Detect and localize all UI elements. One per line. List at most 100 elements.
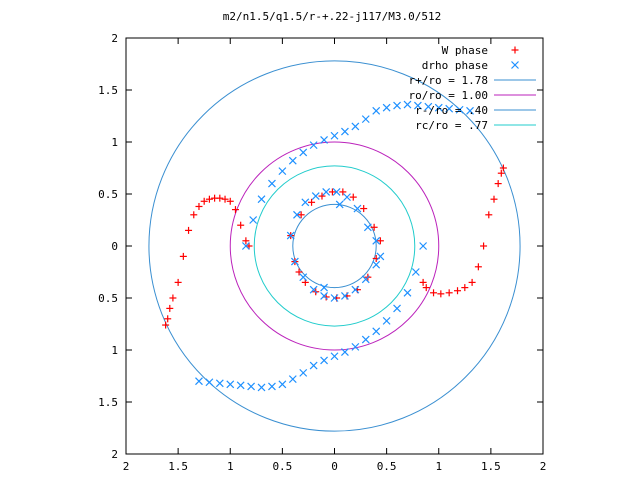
legend-label: W phase <box>442 44 488 57</box>
w-phase-point <box>205 195 213 203</box>
w-phase-point <box>174 278 182 286</box>
drho-phase-point <box>403 288 412 297</box>
drho-phase-point <box>341 291 349 300</box>
drho-phase-point <box>361 275 370 284</box>
drho-phase-point <box>320 356 328 365</box>
w-phase-point <box>490 195 498 203</box>
w-phase-point <box>437 290 445 298</box>
w-phase-point <box>430 289 438 297</box>
w-phase-point <box>297 211 305 219</box>
w-phase-point <box>216 194 224 202</box>
drho-phase-point <box>247 382 256 391</box>
drho-phase-point <box>257 195 266 204</box>
drho-phase-point <box>353 204 362 213</box>
y-tick-label: 1 <box>111 344 118 357</box>
x-tick-label: 1 <box>227 460 234 473</box>
drho-phase-point <box>215 379 224 388</box>
w-phase-point <box>349 193 357 201</box>
x-tick-label: 0 <box>331 460 338 473</box>
legend-label: r-/ro = .40 <box>415 104 488 117</box>
drho-phase-point <box>335 200 344 209</box>
y-tick-label: 0.5 <box>98 188 118 201</box>
w-phase-point <box>461 284 469 292</box>
w-phase-point <box>468 278 476 286</box>
y-tick-label: 1 <box>111 136 118 149</box>
drho-phase-point <box>241 242 250 250</box>
drho-phase-point <box>226 380 235 389</box>
drho-phase-point <box>311 192 320 201</box>
drho-phase-point <box>249 216 258 224</box>
y-tick-label: 0 <box>111 240 118 253</box>
drho-phase-point <box>320 135 328 144</box>
drho-phase-point <box>299 148 308 157</box>
legend-marker <box>511 61 519 69</box>
drho-phase-point <box>372 236 381 245</box>
drho-phase-point <box>309 361 318 370</box>
w-phase-point <box>308 198 316 206</box>
w-phase-point <box>162 321 170 329</box>
legend-label: drho phase <box>422 59 488 72</box>
drho-phase-point <box>322 187 331 196</box>
drho-phase-point <box>195 377 203 386</box>
circle-0-4 <box>292 203 377 289</box>
drho-phase-point <box>290 257 299 266</box>
x-tick-label: 2 <box>123 460 130 473</box>
w-phase-point <box>445 289 453 297</box>
drho-phase-point <box>393 304 401 313</box>
y-tick-label: 0.5 <box>98 292 118 305</box>
drho-phase-point <box>205 378 214 387</box>
drho-phase-point <box>413 101 422 110</box>
drho-phase-point <box>301 198 310 207</box>
drho-phase-point <box>372 327 381 336</box>
drho-phase-point <box>320 283 328 292</box>
drho-phase-point <box>299 368 308 377</box>
drho-phase-point <box>288 156 297 165</box>
axis-ticks: 2 1.5 1 0.5 0 0.5 1 1.5 221.510.500.511.52 <box>98 32 546 473</box>
drho-phase-point <box>445 104 454 113</box>
w-phase-point <box>497 169 505 177</box>
drho-phase-point <box>382 103 391 112</box>
x-tick-label: 1.5 <box>168 460 188 473</box>
drho-phase-point <box>330 131 339 140</box>
drho-phase-point <box>419 242 428 250</box>
reference-circles <box>148 60 521 432</box>
circle-1 <box>229 141 440 351</box>
drho-phase-point <box>434 103 443 112</box>
drho-phase-point <box>466 106 474 115</box>
drho-phase-point <box>343 193 351 202</box>
y-tick-label: 2 <box>111 448 118 461</box>
drho-phase-point <box>351 122 360 131</box>
w-phase-point <box>454 287 462 295</box>
drho-phase-point <box>351 285 360 294</box>
circle-0-77 <box>253 165 416 327</box>
drho-phase-point <box>257 383 266 392</box>
w-phase-point <box>185 226 193 234</box>
w-phase-point <box>360 205 368 213</box>
legend: W phase drho phase r+/ro = 1.78 ro/ro = 1.0… <box>409 44 536 132</box>
drho-phase-point <box>363 223 372 232</box>
w-phase-point <box>231 206 239 214</box>
x-tick-label: 2 <box>540 460 547 473</box>
drho-phase-point <box>332 187 341 196</box>
drho-phase-point <box>372 106 381 115</box>
drho-phase-point <box>278 380 287 389</box>
drho-phase-point <box>455 105 464 114</box>
w-phase-point <box>485 211 493 219</box>
drho-phase-point <box>288 375 297 384</box>
x-tick-label: 1.5 <box>481 460 501 473</box>
x-tick-label: 1 <box>435 460 442 473</box>
legend-marker <box>511 46 519 54</box>
w-phase-point <box>164 315 172 323</box>
drho-phase-point <box>320 291 328 300</box>
drho-phase-point <box>236 381 245 390</box>
w-phase-point <box>494 180 502 188</box>
w-phase-point <box>295 268 303 276</box>
w-phase-point <box>242 237 250 245</box>
drho-phase-point <box>403 100 412 109</box>
drho-phase-point <box>361 335 370 344</box>
w-phase-point <box>166 304 174 312</box>
w-phase-point <box>237 221 245 229</box>
drho-phase-point <box>330 352 339 361</box>
w-phase-point <box>422 284 430 292</box>
w-phase-point <box>474 263 482 271</box>
